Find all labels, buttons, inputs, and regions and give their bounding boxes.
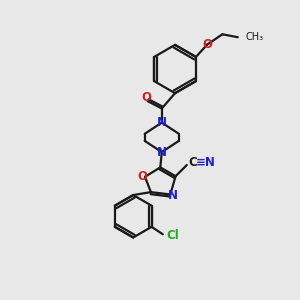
Text: N: N — [157, 146, 167, 159]
Text: O: O — [202, 38, 212, 51]
Text: Cl: Cl — [166, 229, 179, 242]
Text: ≡N: ≡N — [196, 156, 216, 169]
Text: O: O — [138, 170, 148, 183]
Text: N: N — [157, 116, 167, 129]
Text: C: C — [188, 156, 197, 169]
Text: O: O — [141, 91, 151, 104]
Text: CH₃: CH₃ — [246, 32, 264, 42]
Text: N: N — [168, 189, 178, 203]
